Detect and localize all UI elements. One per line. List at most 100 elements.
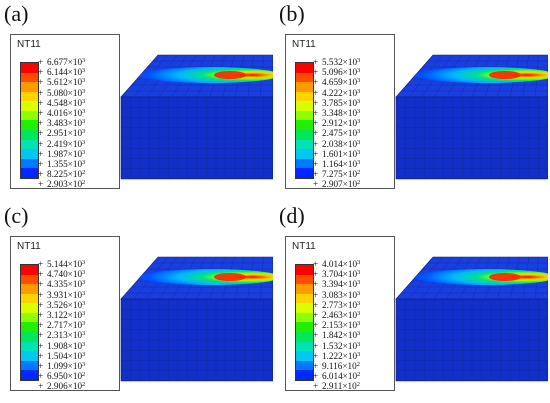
color-swatch xyxy=(21,322,38,333)
color-swatch xyxy=(296,360,313,371)
temperature-legend: NT11 +6.677×103 +6.144×103 +5.612×103 +5.08… xyxy=(10,34,120,189)
heat-track xyxy=(140,269,273,285)
color-swatch xyxy=(21,168,38,178)
legend-values: +5.144×103 +4.740×103 +4.335×103 +3.931×103… xyxy=(38,259,85,391)
color-bar xyxy=(20,264,39,381)
color-swatch xyxy=(21,312,38,323)
legend-value: +1.601×103 xyxy=(313,148,361,159)
color-swatch xyxy=(21,293,38,304)
color-swatch xyxy=(21,82,38,92)
legend-value: +2.475×103 xyxy=(313,128,361,139)
color-swatch xyxy=(296,72,313,83)
legend-title: NT11 xyxy=(17,241,41,252)
color-swatch xyxy=(21,332,38,342)
legend-value: +4.659×103 xyxy=(313,77,361,88)
color-swatch xyxy=(21,110,38,121)
color-swatch xyxy=(296,303,313,313)
legend-value: +1.987×103 xyxy=(38,148,86,159)
color-swatch xyxy=(296,322,313,333)
legend-value: +2.038×103 xyxy=(313,138,361,149)
legend-value: +9.116×102 xyxy=(313,360,360,371)
color-swatch xyxy=(21,351,38,361)
panel-label: (a) xyxy=(4,1,29,26)
legend-value: +5.612×103 xyxy=(38,77,86,88)
legend-value: +1.842×103 xyxy=(313,330,361,341)
panel-label: (c) xyxy=(4,203,29,228)
color-swatch xyxy=(21,120,38,131)
legend-values: +4.014×103 +3.704×103 +3.394×103 +3.083×103… xyxy=(313,259,360,391)
legend-value: +5.080×103 xyxy=(38,87,86,98)
heated-block-model xyxy=(395,54,548,180)
color-swatch xyxy=(296,101,313,111)
temperature-legend: NT11 +5.532×103 +5.096×103 +4.659×103 +4.22… xyxy=(285,34,395,189)
color-swatch xyxy=(296,312,313,323)
legend-value: +2.951×103 xyxy=(38,128,86,139)
panel-a: (a) NT11 +6.677×103 +6.144×103 +5.612×103 +… xyxy=(0,0,275,201)
legend-value: +5.096×103 xyxy=(313,67,361,78)
heat-source-spot xyxy=(214,71,246,79)
color-swatch xyxy=(21,101,38,111)
color-swatch xyxy=(296,332,313,342)
legend-value: +3.394×103 xyxy=(313,279,361,290)
color-swatch xyxy=(296,63,313,73)
heat-source-spot xyxy=(214,273,246,281)
heat-source-spot xyxy=(489,273,521,281)
legend-value: +2.903×102 xyxy=(38,179,86,190)
heated-block-model xyxy=(395,256,548,382)
color-swatch xyxy=(21,91,38,102)
legend-title: NT11 xyxy=(17,39,41,50)
legend-value: +3.083×103 xyxy=(313,289,361,300)
legend-value: +4.016×103 xyxy=(38,107,86,118)
color-swatch xyxy=(296,293,313,304)
color-swatch xyxy=(21,139,38,150)
color-swatch xyxy=(296,341,313,352)
legend-value: +7.275×102 xyxy=(313,169,361,180)
legend-value: +2.313×103 xyxy=(38,330,86,341)
color-swatch xyxy=(21,370,38,380)
legend-value: +6.950×102 xyxy=(38,371,86,382)
heat-track xyxy=(140,67,273,83)
color-swatch xyxy=(21,265,38,275)
legend-value: +4.014×103 xyxy=(313,259,361,269)
legend-value: +4.335×103 xyxy=(38,279,86,290)
legend-value: +1.099×103 xyxy=(38,360,86,371)
legend-value: +1.222×103 xyxy=(313,350,361,361)
color-swatch xyxy=(296,120,313,131)
legend-value: +2.912×103 xyxy=(313,118,361,129)
legend-value: +1.355×103 xyxy=(38,158,86,169)
color-swatch xyxy=(296,168,313,178)
legend-value: +6.014×102 xyxy=(313,371,361,382)
legend-values: +5.532×103 +5.096×103 +4.659×103 +4.222×103… xyxy=(313,57,360,189)
legend-value: +2.419×103 xyxy=(38,138,86,149)
legend-value: +1.504×103 xyxy=(38,350,86,361)
legend-title: NT11 xyxy=(292,241,316,252)
panel-d: (d) NT11 +4.014×103 +3.704×103 +3.394×103 +… xyxy=(275,202,550,403)
color-swatch xyxy=(21,158,38,169)
legend-value: +1.908×103 xyxy=(38,340,86,351)
legend-value: +3.348×103 xyxy=(313,107,361,118)
legend-value: +3.483×103 xyxy=(38,118,86,129)
color-swatch xyxy=(296,158,313,169)
legend-value: +5.144×103 xyxy=(38,259,86,269)
legend-value: +2.906×102 xyxy=(38,381,86,392)
color-swatch xyxy=(21,274,38,285)
color-swatch xyxy=(21,284,38,294)
legend-value: +6.144×103 xyxy=(38,67,86,78)
color-bar xyxy=(295,62,314,179)
legend-value: +4.222×103 xyxy=(313,87,361,98)
color-swatch xyxy=(21,303,38,313)
heated-block-model xyxy=(120,256,273,382)
legend-value: +2.153×103 xyxy=(313,320,361,331)
panel-label: (b) xyxy=(279,1,305,26)
legend-value: +6.677×103 xyxy=(38,57,86,67)
legend-value: +3.785×103 xyxy=(313,97,361,108)
legend-value: +2.773×103 xyxy=(313,299,361,310)
color-swatch xyxy=(21,72,38,83)
temperature-legend: NT11 +4.014×103 +3.704×103 +3.394×103 +3.08… xyxy=(285,236,395,391)
legend-title: NT11 xyxy=(292,39,316,50)
color-swatch xyxy=(296,82,313,92)
legend-value: +8.225×102 xyxy=(38,169,86,180)
panel-label: (d) xyxy=(279,203,305,228)
legend-value: +1.164×103 xyxy=(313,158,361,169)
color-swatch xyxy=(296,139,313,150)
